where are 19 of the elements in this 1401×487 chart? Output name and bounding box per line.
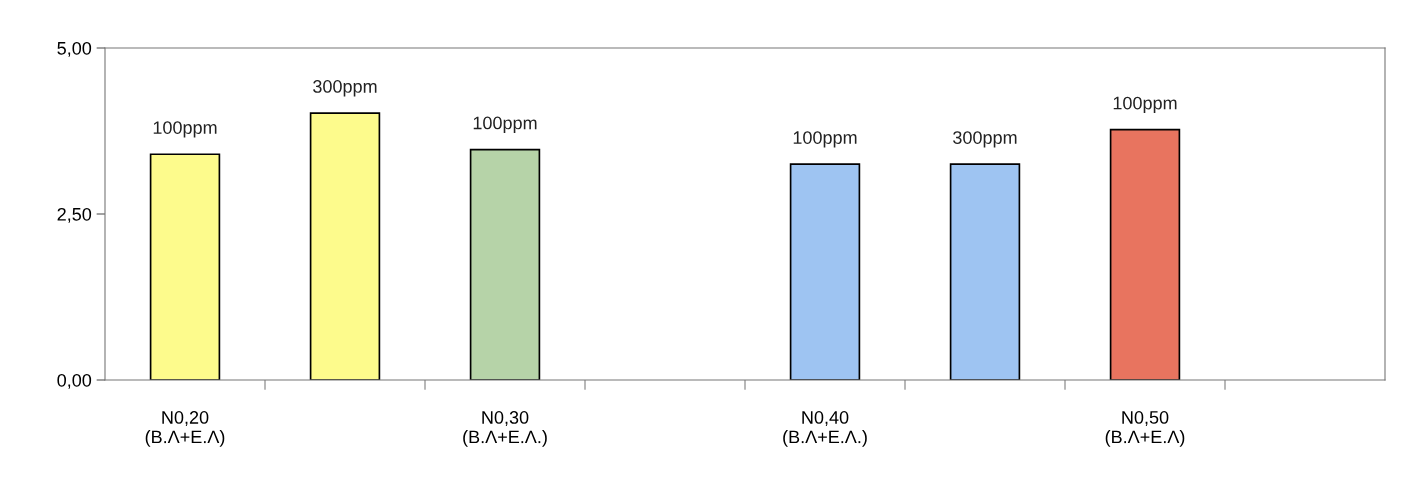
x-tick-label: N0,50 (B.Λ+E.Λ) — [1105, 411, 1185, 447]
bar — [949, 163, 1021, 380]
annotation: 100ppm — [1113, 96, 1177, 114]
bar — [309, 112, 381, 380]
y-tick-label: 5,00 — [57, 41, 92, 57]
annotation: 300ppm — [953, 131, 1017, 148]
annotation: 300ppm — [313, 80, 377, 97]
y-tick-label: 2,50 — [57, 207, 92, 223]
annotation: 100ppm — [153, 121, 217, 138]
y-tick-label: 0,00 — [57, 373, 92, 389]
bar — [149, 153, 221, 380]
x-tick-label: N0,30 (B.Λ+E.Λ.) — [463, 411, 547, 447]
x-tick-label: N0,40 (B.Λ+E.Λ.) — [783, 411, 867, 447]
bar — [1109, 128, 1181, 380]
annotation: 100ppm — [793, 131, 857, 148]
x-tick-label: N0,20 (B.Λ+E.Λ) — [145, 411, 225, 447]
bar — [789, 163, 861, 380]
annotation: 100ppm — [473, 116, 537, 133]
bar — [469, 148, 541, 380]
